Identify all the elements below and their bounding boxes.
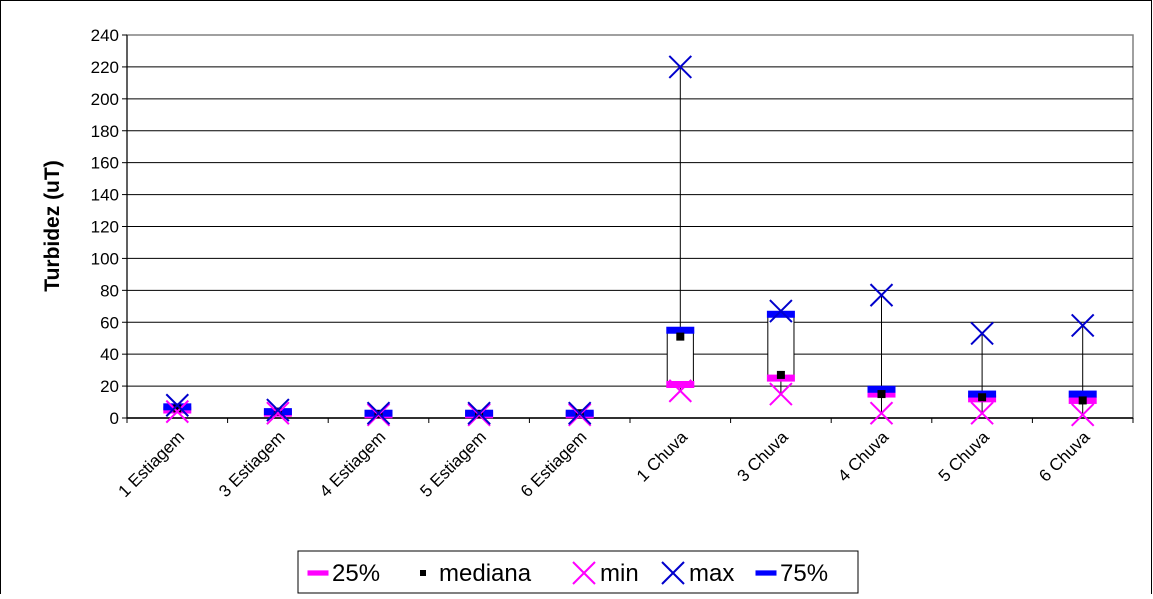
point-75pct-7 xyxy=(867,385,896,393)
point-min-4-stroke xyxy=(567,403,592,427)
legend-label: 25% xyxy=(332,560,380,587)
point-min-2-stroke xyxy=(366,403,391,427)
point-max-9-stroke xyxy=(1070,313,1095,338)
point-max-5 xyxy=(668,55,693,79)
point-max-6-stroke xyxy=(769,299,793,323)
point-max-3-stroke xyxy=(467,401,491,425)
point-75pct-5 xyxy=(666,326,695,334)
point-min-5-stroke xyxy=(668,379,693,403)
point-max-1-stroke xyxy=(266,398,290,422)
point-max-0 xyxy=(165,393,190,417)
point-max-8-stroke xyxy=(970,321,994,346)
point-25pct-5 xyxy=(666,380,695,388)
point-max-7 xyxy=(869,283,894,307)
y-tick-label: 240 xyxy=(91,26,119,45)
point-min-7-stroke xyxy=(869,401,894,425)
point-mediana-9 xyxy=(1078,396,1087,405)
point-min-6 xyxy=(769,382,793,406)
box xyxy=(666,329,694,385)
point-75pct-6 xyxy=(766,310,795,318)
point-min-8-stroke xyxy=(970,401,994,425)
point-min-0-stroke xyxy=(165,399,190,424)
y-tick-label: 180 xyxy=(91,122,119,141)
box xyxy=(767,313,795,379)
point-mediana-5 xyxy=(676,332,685,341)
point-max-3 xyxy=(467,401,491,425)
point-max-5-stroke xyxy=(668,55,693,79)
point-max-0-stroke xyxy=(165,393,190,417)
point-mediana-6 xyxy=(776,370,785,379)
legend-label: max xyxy=(689,560,734,587)
y-axis: 0 20 40 60 80 100 120 140 160 180 200 220 240 xyxy=(91,26,128,428)
y-tick-label: 60 xyxy=(100,313,119,332)
point-max-8 xyxy=(970,321,994,346)
point-min-3-stroke xyxy=(467,403,491,427)
y-tick-label: 80 xyxy=(100,281,119,300)
point-min-8 xyxy=(970,401,994,425)
point-max-1 xyxy=(266,398,290,422)
point-min-1 xyxy=(266,401,290,425)
point-max-4 xyxy=(567,401,592,425)
point-max-7-stroke xyxy=(869,283,894,307)
point-min-7 xyxy=(869,401,894,425)
y-tick-label: 140 xyxy=(91,186,119,205)
point-75pct-9 xyxy=(1068,390,1097,398)
point-max-6 xyxy=(769,299,793,323)
legend-swatch-mediana xyxy=(420,570,426,576)
point-min-4 xyxy=(567,403,592,427)
point-mediana-1 xyxy=(273,407,282,416)
legend: 25% mediana min max 75% xyxy=(297,550,859,594)
point-mediana-0 xyxy=(173,404,182,413)
markers xyxy=(163,55,1097,427)
legend-swatch-25pct xyxy=(307,570,329,576)
y-tick-label: 0 xyxy=(110,409,119,428)
grid-lines xyxy=(127,66,1133,387)
y-tick-label: 200 xyxy=(91,90,119,109)
point-max-2 xyxy=(366,401,391,425)
y-tick-label: 100 xyxy=(91,249,119,268)
legend-swatch-max xyxy=(661,561,685,585)
point-max-4-stroke xyxy=(567,401,592,425)
legend-swatch-max-stroke xyxy=(661,561,685,585)
point-max-2-stroke xyxy=(366,401,391,425)
legend-label: 75% xyxy=(780,560,828,587)
point-min-5 xyxy=(668,379,693,403)
legend-label: min xyxy=(600,560,639,587)
legend-label: mediana xyxy=(439,560,532,587)
point-min-1-stroke xyxy=(266,401,290,425)
y-tick-label: 160 xyxy=(91,154,119,173)
point-min-0 xyxy=(165,399,190,424)
y-axis-title: Turbidez (uT) xyxy=(41,160,64,291)
point-min-6-stroke xyxy=(769,382,793,406)
point-mediana-7 xyxy=(877,390,886,399)
legend-swatch-min-stroke xyxy=(572,561,596,585)
legend-swatch-75pct xyxy=(755,570,777,576)
point-min-2 xyxy=(366,403,391,427)
point-mediana-8 xyxy=(978,393,987,402)
y-tick-label: 120 xyxy=(91,218,119,237)
point-min-9 xyxy=(1070,403,1095,427)
legend-swatch-min xyxy=(572,561,596,585)
y-tick-label: 220 xyxy=(91,58,119,77)
point-min-3 xyxy=(467,403,491,427)
y-tick-label: 40 xyxy=(100,345,119,364)
point-max-9 xyxy=(1070,313,1095,338)
point-min-9-stroke xyxy=(1070,403,1095,427)
y-tick-label: 20 xyxy=(100,377,119,396)
